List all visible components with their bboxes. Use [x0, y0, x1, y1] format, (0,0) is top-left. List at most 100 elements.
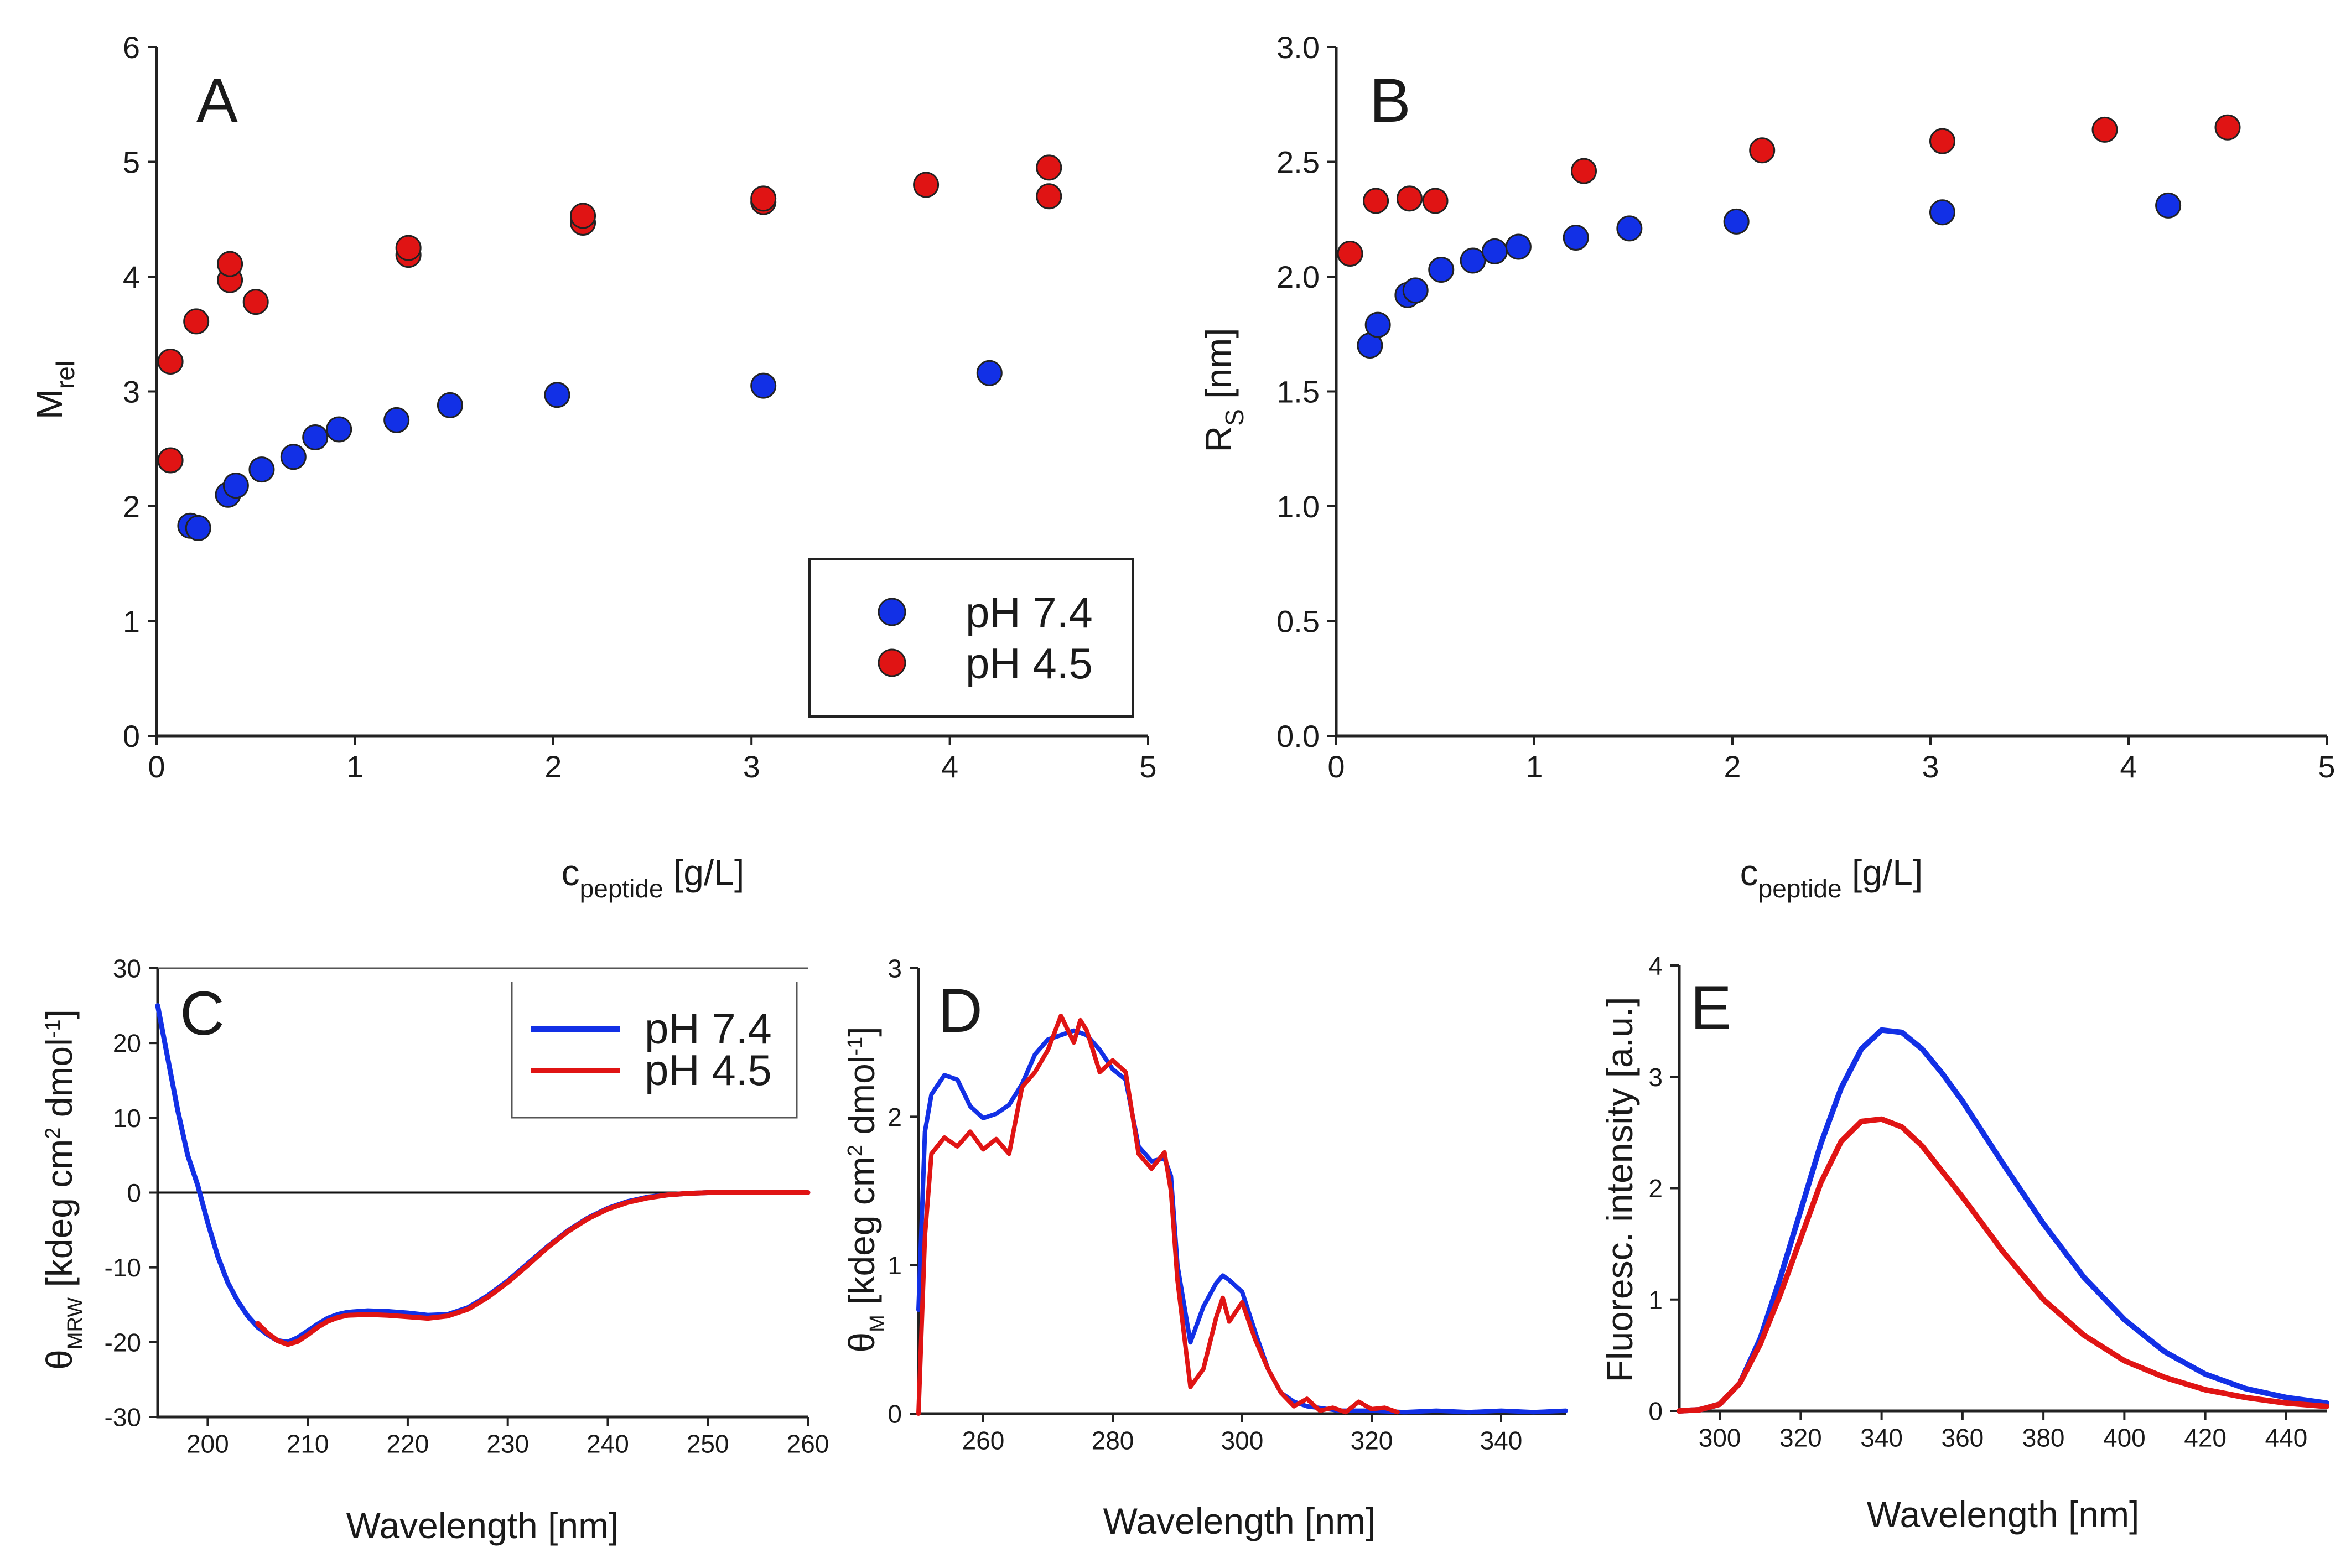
y-tick-label: -20: [105, 1328, 141, 1357]
data-point-ph45: [157, 349, 184, 375]
data-point-ph45: [1929, 128, 1955, 154]
y-tick-label: 20: [113, 1029, 141, 1058]
panel-label-c: C: [180, 979, 225, 1048]
x-tick-label: 2: [544, 749, 562, 784]
data-point-ph74: [1402, 277, 1429, 304]
data-point-ph74: [1481, 238, 1508, 264]
x-tick-label: 400: [2103, 1423, 2146, 1452]
legend-c: pH 7.4 pH 4.5: [511, 982, 798, 1119]
x-tick-label: 200: [186, 1429, 229, 1458]
panel-label-a: A: [196, 66, 238, 135]
x-tick-label: 3: [743, 749, 760, 784]
x-tick-label: 360: [1942, 1423, 1984, 1452]
y-tick-label: -30: [105, 1403, 141, 1432]
legend-ab: pH 7.4 pH 4.5: [808, 558, 1134, 718]
data-point-ph45: [2214, 114, 2241, 141]
y-tick-label: 3.0: [1276, 30, 1320, 65]
series-line-ph45: [255, 1190, 811, 1347]
y-tick-label: 0: [1648, 1397, 1663, 1426]
y-tick-label: 30: [113, 954, 141, 983]
panel-b-data: [1337, 114, 2241, 359]
panel-b-y-axis-label: RS [nm]: [1198, 328, 1249, 452]
x-tick-label: 5: [2318, 749, 2335, 784]
data-point-ph45: [1363, 188, 1389, 214]
x-tick-label: 3: [1922, 749, 1939, 784]
data-point-ph74: [976, 360, 1003, 386]
y-tick-label: 3: [123, 375, 140, 409]
legend-label-ph74: pH 7.4: [966, 588, 1093, 637]
data-point-ph45: [217, 251, 243, 277]
x-tick-label: 380: [2022, 1423, 2065, 1452]
panel-d-y-ticks: 0 1 2 3: [888, 954, 918, 1429]
data-point-ph74: [1428, 257, 1455, 283]
x-tick-label: 4: [941, 749, 958, 784]
data-point-ph45: [157, 447, 184, 474]
panel-a-x-ticks: 0 1 2 3 4 5: [148, 736, 1157, 784]
x-tick-label: 420: [2184, 1423, 2227, 1452]
data-point-ph74: [383, 407, 410, 433]
y-tick-label: 1: [123, 604, 140, 639]
y-tick-label: 1: [1648, 1285, 1663, 1314]
panel-a-x-axis-label: cpeptide [g/L]: [562, 852, 745, 903]
y-tick-label: 2.5: [1276, 145, 1320, 180]
x-tick-label: 1: [1525, 749, 1543, 784]
legend-c-label-ph45: pH 4.5: [645, 1046, 772, 1094]
chart-panel-b: 0.0 0.5 1.0 1.5 2.0 2.5 3.0 0 1 2 3 4 5 B cpeptide …: [1198, 30, 2336, 903]
panel-c-y-axis-label: θMRW [kdeg cm2 dmol-1]: [39, 1009, 87, 1370]
panel-d-y-axis-label: θM [kdeg cm2 dmol-1]: [841, 1026, 889, 1352]
panel-d-data: [916, 1013, 1568, 1416]
x-tick-label: 240: [587, 1429, 629, 1458]
x-tick-label: 260: [962, 1426, 1005, 1455]
panel-c-x-ticks: 200 210 220 230 240 250 260: [186, 1417, 829, 1458]
data-point-ph45: [1571, 158, 1597, 184]
x-tick-label: 440: [2265, 1423, 2308, 1452]
y-tick-label: 6: [123, 30, 140, 65]
panel-d-x-ticks: 260 280 300 320 340: [962, 1414, 1522, 1455]
panel-label-e: E: [1690, 973, 1732, 1042]
x-tick-label: 260: [787, 1429, 829, 1458]
panel-d-x-axis-label: Wavelength [nm]: [1103, 1500, 1376, 1541]
x-tick-label: 300: [1699, 1423, 1741, 1452]
data-point-ph45: [570, 203, 596, 229]
panel-c-data: [155, 1003, 811, 1347]
data-point-ph45: [1337, 241, 1363, 267]
x-tick-label: 220: [387, 1429, 429, 1458]
y-tick-label: 0: [123, 719, 140, 754]
panel-b-x-axis-label: cpeptide [g/L]: [1740, 852, 1923, 903]
panel-e-x-ticks: 300 320 340 360 380 400 420 440: [1699, 1411, 2308, 1452]
data-point-ph74: [185, 515, 211, 541]
y-tick-label: 0: [888, 1400, 902, 1429]
y-tick-label: 1: [888, 1251, 902, 1280]
x-tick-label: 2: [1724, 749, 1741, 784]
data-point-ph74: [248, 456, 275, 483]
x-tick-label: 280: [1092, 1426, 1134, 1455]
y-tick-label: 10: [113, 1104, 141, 1133]
data-point-ph74: [1563, 224, 1589, 251]
legend-marker-ph74: [878, 598, 906, 626]
data-point-ph74: [1505, 233, 1532, 260]
data-point-ph45: [1036, 154, 1062, 181]
panel-a-data: [157, 154, 1062, 541]
panel-label-d: D: [938, 976, 983, 1045]
data-point-ph45: [750, 185, 777, 212]
x-tick-label: 5: [1139, 749, 1156, 784]
data-point-ph45: [242, 289, 269, 315]
chart-panel-d: 0 1 2 3 260 280 300 320 340 D Wavelength [nm] θ…: [841, 954, 1568, 1541]
panel-b-x-ticks: 0 1 2 3 4 5: [1327, 736, 2336, 784]
data-point-ph74: [222, 473, 249, 499]
panel-label-b: B: [1369, 66, 1411, 135]
y-tick-label: 3: [888, 954, 902, 983]
y-tick-label: 3: [1648, 1063, 1663, 1092]
x-tick-label: 340: [1860, 1423, 1903, 1452]
y-tick-label: 4: [123, 259, 140, 294]
data-point-ph45: [2091, 116, 2118, 143]
x-tick-label: 0: [1327, 749, 1345, 784]
y-tick-label: 2.0: [1276, 259, 1320, 294]
x-tick-label: 210: [287, 1429, 329, 1458]
data-point-ph74: [1460, 247, 1486, 274]
y-tick-label: 0: [127, 1178, 141, 1207]
data-point-ph45: [395, 235, 422, 261]
data-point-ph74: [302, 424, 329, 450]
y-tick-label: 2: [123, 489, 140, 524]
chart-panel-e: 0 1 2 3 4 300 320 340 360 380 400 420 440 E Wavelen…: [1599, 952, 2329, 1535]
